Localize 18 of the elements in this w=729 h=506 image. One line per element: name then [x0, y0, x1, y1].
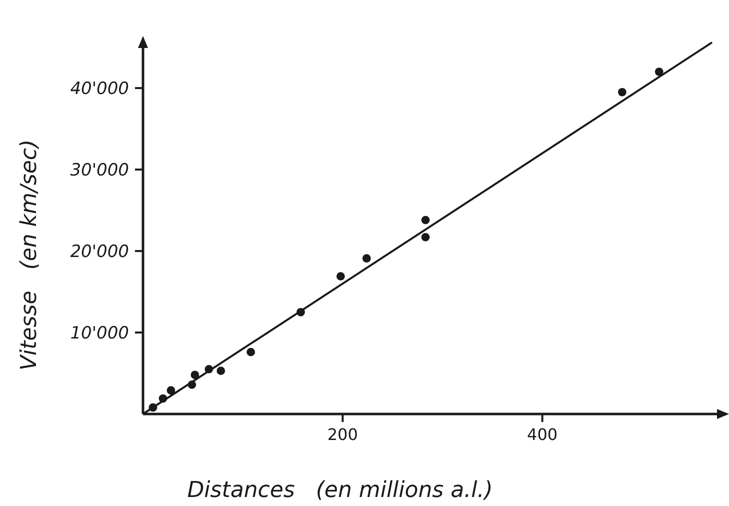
- point: [216, 366, 226, 376]
- point: [654, 68, 664, 76]
- point: [166, 386, 176, 395]
- point: [421, 232, 430, 242]
- point: [421, 216, 430, 224]
- y-tick-label: 30'000: [70, 160, 129, 181]
- x-tick-label: 400: [527, 425, 558, 444]
- y-tick-label: 40'000: [70, 79, 129, 100]
- point: [246, 348, 256, 356]
- y-tick-label: 10'000: [70, 324, 129, 344]
- x-tick-label: 200: [327, 425, 358, 444]
- y-tick-label: 20'000: [70, 242, 129, 262]
- point: [190, 370, 200, 380]
- point: [336, 272, 345, 280]
- point: [618, 88, 626, 96]
- x-axis-title: Distances (en millions a.l.): [187, 478, 493, 503]
- y-axis-title: Vitesse (en km/sec): [17, 139, 42, 371]
- point: [362, 254, 371, 263]
